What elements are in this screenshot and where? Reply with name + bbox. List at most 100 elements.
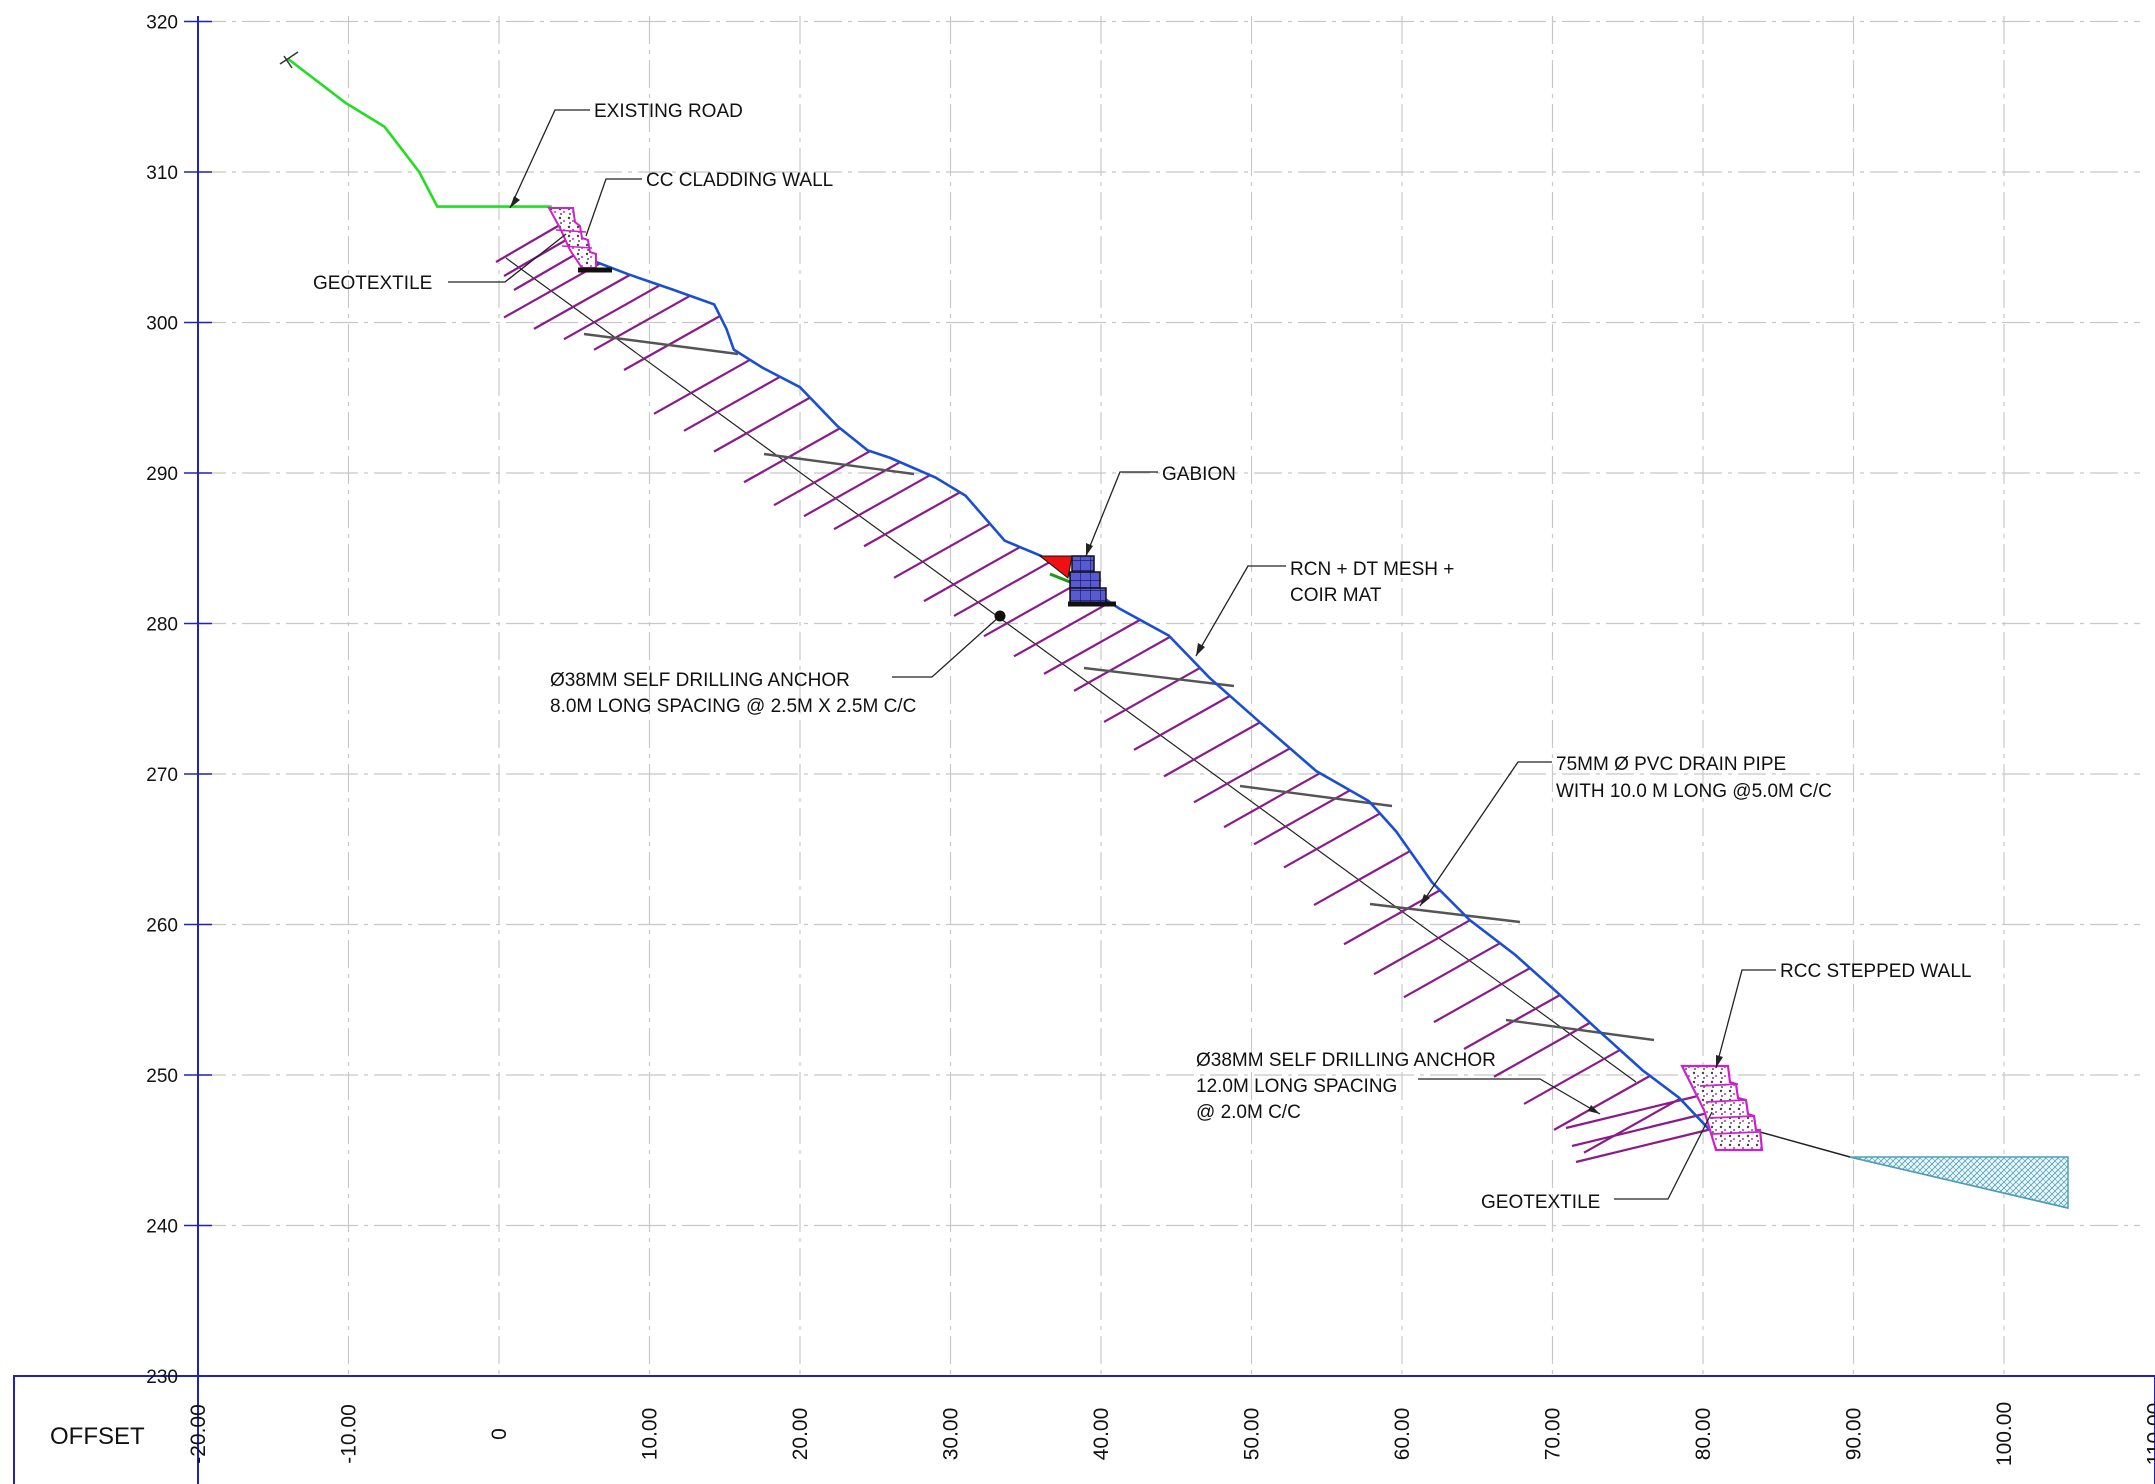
- x-tick-label: 110.00: [2144, 1403, 2155, 1466]
- drain-pipe: [1505, 1018, 1655, 1042]
- y-tick-label: 270: [146, 765, 178, 786]
- road-start-mark: [279, 51, 299, 69]
- drain-pipe: [1239, 784, 1393, 808]
- y-tick-label: 310: [146, 163, 178, 184]
- existing-road-label: EXISTING ROAD: [594, 101, 743, 122]
- x-tick-label: 90.00: [1843, 1408, 1866, 1461]
- soil-nail-anchor: [1373, 919, 1471, 976]
- soil-nail-anchor: [1553, 1074, 1651, 1131]
- x-tick-label: 60.00: [1391, 1408, 1414, 1461]
- soil-nail-anchor: [1571, 1110, 1713, 1148]
- axes-frame: OFFSET: [13, 16, 2155, 1484]
- soil-nail-anchor: [863, 491, 961, 548]
- soil-nail-anchor: [1493, 1021, 1591, 1078]
- x-tick-label: 40.00: [1090, 1408, 1113, 1461]
- drain-pipe-callout: 75MM Ø PVC DRAIN PIPE WITH 10.0 M LONG @…: [1419, 754, 1832, 907]
- x-tick-label: 0: [488, 1428, 511, 1440]
- x-ticks: -20.00 -10.00 0 10.00 20.00 30.00 40.00 50.00 60…: [187, 1402, 2155, 1466]
- soil-nail-anchor: [533, 273, 631, 330]
- soil-nail-anchor: [833, 474, 931, 531]
- anchor-zone-boundary: [505, 257, 1637, 1083]
- y-tick-label: 240: [146, 1217, 178, 1238]
- geotextile-bottom-callout: GEOTEXTILE: [1481, 1111, 1713, 1213]
- x-tick-label: -20.00: [187, 1404, 210, 1464]
- terrain: [279, 51, 2069, 1209]
- offset-band: [13, 1375, 2155, 1484]
- soil-nail-anchor: [1583, 1097, 1681, 1154]
- x-tick-label: 100.00: [1993, 1402, 2016, 1466]
- drain-pipe: [583, 332, 739, 356]
- anchor-8m-label-line1: Ø38MM SELF DRILLING ANCHOR: [550, 670, 850, 691]
- soil-nail-anchor: [513, 253, 577, 291]
- anchor-layer: [495, 225, 1717, 1164]
- cc-cladding-wall-label: CC CLADDING WALL: [646, 170, 833, 191]
- geotextile-top-label: GEOTEXTILE: [313, 273, 432, 294]
- soil-nail-anchor: [1565, 1092, 1707, 1130]
- soil-nail-anchor: [653, 358, 751, 415]
- x-tick-label: 70.00: [1542, 1408, 1565, 1461]
- y-tick-label: 300: [146, 314, 178, 335]
- x-tick-label: 20.00: [789, 1408, 812, 1461]
- soil-nail-anchor: [563, 284, 661, 341]
- soil-nail-anchor: [773, 450, 871, 507]
- gabion: [1038, 555, 1116, 607]
- soil-nail-anchor: [893, 522, 991, 579]
- rcn-mesh-label-line1: RCN + DT MESH +: [1290, 559, 1454, 580]
- soil-nail-anchor: [1223, 772, 1321, 829]
- rcn-mesh-label-line2: COIR MAT: [1290, 585, 1382, 606]
- anchor-12m-label-line3: @ 2.0M C/C: [1196, 1102, 1301, 1123]
- soil-nail-anchor: [1433, 967, 1531, 1024]
- x-tick-label: -10.00: [338, 1404, 361, 1464]
- existing-road-callout: EXISTING ROAD: [509, 101, 743, 209]
- drain-pipe-label-line1: 75MM Ø PVC DRAIN PIPE: [1556, 754, 1786, 775]
- y-tick-label: 260: [146, 916, 178, 937]
- soil-nail-anchor: [1133, 694, 1231, 751]
- soil-nail-anchor: [1073, 635, 1171, 692]
- cc-cladding-wall: [547, 207, 612, 273]
- soil-nail-anchor: [953, 561, 1051, 617]
- soil-nail-anchor: [593, 294, 691, 351]
- cc-cladding-wall-callout: CC CLADDING WALL: [585, 170, 833, 237]
- soil-nail-anchor: [1575, 1126, 1717, 1164]
- callouts: EXISTING ROAD CC CLADDING WALL GEOTEXTIL…: [313, 101, 1971, 1213]
- y-tick-label: 320: [146, 13, 178, 34]
- soil-nail-anchor: [1103, 667, 1201, 723]
- offset-label: OFFSET: [50, 1423, 145, 1450]
- geotextile-bottom-label: GEOTEXTILE: [1481, 1192, 1600, 1213]
- soil-nail-anchor: [1193, 747, 1291, 804]
- anchor-12m-callout: Ø38MM SELF DRILLING ANCHOR 12.0M LONG SP…: [1196, 1050, 1601, 1123]
- x-tick-label: 30.00: [940, 1408, 963, 1461]
- x-tick-label: 50.00: [1241, 1408, 1264, 1461]
- grid-layer: [198, 16, 2140, 1376]
- soil-nail-anchor: [1013, 601, 1111, 658]
- existing-road-line: [287, 58, 552, 208]
- gabion-callout: GABION: [1085, 464, 1236, 557]
- soil-nail-anchor: [1043, 618, 1141, 675]
- y-tick-label: 230: [146, 1367, 178, 1388]
- drain-pipe: [1083, 666, 1235, 688]
- anchor-8m-callout: Ø38MM SELF DRILLING ANCHOR 8.0M LONG SPA…: [550, 610, 1006, 717]
- rcc-stepped-wall-callout: RCC STEPPED WALL: [1715, 961, 1971, 1069]
- soil-nail-anchor: [1523, 1049, 1621, 1105]
- slope-profile-line: [576, 253, 1710, 1131]
- rcc-stepped-wall: [1680, 1064, 1764, 1152]
- anchor-12m-label-line1: Ø38MM SELF DRILLING ANCHOR: [1196, 1050, 1496, 1071]
- soil-nail-anchor: [713, 396, 811, 453]
- drain-pipe: [1369, 902, 1521, 924]
- soil-nail-anchor: [1313, 850, 1411, 907]
- geotextile-top-callout: GEOTEXTILE: [313, 233, 567, 294]
- y-tick-label: 250: [146, 1066, 178, 1087]
- soil-nail-anchor: [923, 546, 1021, 603]
- soil-nail-anchor: [1163, 721, 1261, 778]
- x-tick-label: 80.00: [1692, 1408, 1715, 1461]
- y-ticks: 320 310 300 290 280 270 260 250 240 230: [146, 13, 212, 1388]
- gabion-label: GABION: [1162, 464, 1236, 485]
- y-tick-label: 280: [146, 615, 178, 636]
- soil-nail-anchor: [495, 225, 559, 263]
- drain-pipe: [763, 452, 915, 476]
- y-tick-label: 290: [146, 464, 178, 485]
- soil-nail-anchor: [983, 581, 1081, 638]
- water-body: [1849, 1156, 2069, 1209]
- drain-pipe-label-line2: WITH 10.0 M LONG @5.0M C/C: [1556, 781, 1832, 802]
